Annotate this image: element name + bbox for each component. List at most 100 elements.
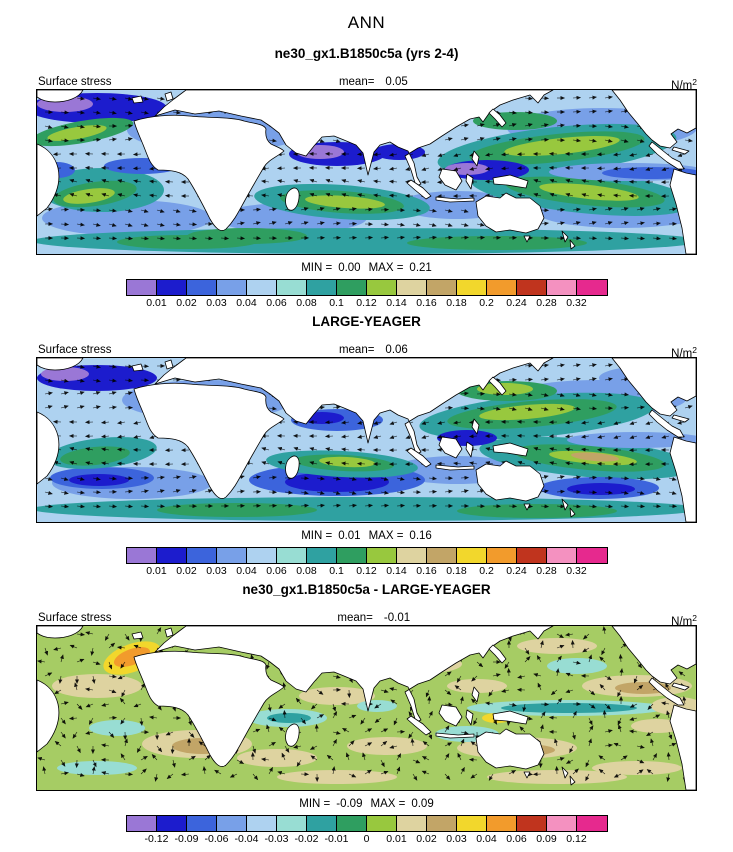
colorbar-tick-label: 0.12 bbox=[566, 833, 587, 845]
colorbar-segment bbox=[275, 816, 306, 831]
colorbar-tick-labels: 0.01 0.02 0.03 0.04 0.06 0.08 0.1 0.12 0.14 0.16 0… bbox=[126, 296, 608, 310]
mean-label: mean= bbox=[338, 76, 375, 88]
colorbar-segment bbox=[396, 280, 427, 295]
colorbar-segment bbox=[366, 548, 397, 563]
mean-value: -0.01 bbox=[383, 612, 411, 624]
colorbar-tick-label: -0.01 bbox=[324, 833, 349, 845]
colorbar-segment bbox=[305, 816, 336, 831]
min-value: 0.01 bbox=[338, 530, 361, 542]
colorbar-tick-label: -0.03 bbox=[264, 833, 289, 845]
colorbar-tick-label: 0.28 bbox=[536, 297, 557, 309]
field-label: Surface stress bbox=[38, 76, 112, 88]
map-surface-stress-model bbox=[36, 89, 697, 255]
mean-readout: mean= 0.05 bbox=[339, 75, 408, 89]
max-value: 0.21 bbox=[409, 262, 432, 274]
colorbar-segment bbox=[456, 816, 487, 831]
colorbar-tick-label: 0.03 bbox=[446, 833, 467, 845]
colorbar-tick-label: -0.12 bbox=[144, 833, 169, 845]
colorbar-segment bbox=[366, 280, 397, 295]
colorbar-segment bbox=[426, 548, 457, 563]
colorbar-segment bbox=[185, 280, 216, 295]
colorbar-tick-label: 0.16 bbox=[416, 297, 437, 309]
colorbar-segment bbox=[215, 280, 246, 295]
colorbar-segment bbox=[245, 816, 276, 831]
colorbar-tick-label: 0.01 bbox=[146, 565, 167, 577]
colorbar-segment bbox=[396, 816, 427, 831]
colorbar-segment bbox=[245, 280, 276, 295]
colorbar-tick-label: 0.02 bbox=[416, 833, 437, 845]
map-header: Surface stress mean= 0.06 N/m2 bbox=[36, 343, 697, 360]
colorbar-tick-label: 0.02 bbox=[176, 297, 197, 309]
minmax-readout: MIN = -0.09 MAX = 0.09 bbox=[0, 798, 733, 811]
colorbar-segment bbox=[576, 548, 607, 563]
colorbar-segment bbox=[245, 548, 276, 563]
colorbar-tick-label: 0.06 bbox=[266, 565, 287, 577]
colorbar-tick-label: 0.12 bbox=[356, 297, 377, 309]
field-label: Surface stress bbox=[38, 612, 112, 624]
colorbar-segment bbox=[155, 548, 186, 563]
colorbar-segment bbox=[516, 280, 547, 295]
colorbar-tick-label: 0.24 bbox=[506, 297, 527, 309]
colorbar-tick-label: 0.09 bbox=[536, 833, 557, 845]
colorbar-tick-label: 0.24 bbox=[506, 565, 527, 577]
colorbar-tick-label: 0.32 bbox=[566, 565, 587, 577]
colorbar-segment bbox=[126, 548, 156, 563]
panel-difference: ne30_gx1.B1850c5a - LARGE-YEAGER Surface… bbox=[0, 582, 733, 846]
max-label: MAX = bbox=[370, 798, 406, 810]
colorbar-tick-label: 0.2 bbox=[479, 565, 494, 577]
colorbar-tick-label: 0.04 bbox=[476, 833, 497, 845]
colorbar-tick-label: -0.02 bbox=[294, 833, 319, 845]
colorbar-tick-label: 0.03 bbox=[206, 297, 227, 309]
colorbar-segment bbox=[426, 280, 457, 295]
colorbar-segment bbox=[546, 280, 577, 295]
colorbar-segment bbox=[185, 816, 216, 831]
colorbar-segment bbox=[126, 280, 156, 295]
max-value: 0.09 bbox=[411, 798, 434, 810]
colorbar-tick-label: 0.08 bbox=[296, 297, 317, 309]
units-label: N/m2 bbox=[671, 75, 697, 93]
colorbar-tick-label: -0.04 bbox=[234, 833, 259, 845]
colorbar-boxes bbox=[125, 815, 608, 832]
units-base: N/m bbox=[671, 80, 693, 92]
units-exponent: 2 bbox=[692, 613, 697, 623]
max-label: MAX = bbox=[368, 262, 404, 274]
colorbar-segment bbox=[396, 548, 427, 563]
mean-readout: mean= 0.06 bbox=[339, 343, 408, 357]
colorbar-segment bbox=[185, 548, 216, 563]
max-value: 0.16 bbox=[409, 530, 432, 542]
colorbar-segment bbox=[576, 816, 607, 831]
colorbar-tick-label: 0.16 bbox=[416, 565, 437, 577]
min-label: MIN = bbox=[301, 530, 333, 542]
panel-observations: LARGE-YEAGER Surface stress mean= 0.06 N/… bbox=[0, 314, 733, 578]
panel-title: ne30_gx1.B1850c5a - LARGE-YEAGER bbox=[242, 582, 491, 597]
colorbar-tick-label: 0.14 bbox=[386, 297, 407, 309]
colorbar-tick-label: 0.18 bbox=[446, 297, 467, 309]
continents bbox=[37, 626, 696, 790]
map-surface-stress-difference bbox=[36, 625, 697, 791]
colorbar-segment bbox=[516, 548, 547, 563]
minmax-readout: MIN = 0.00 MAX = 0.21 bbox=[0, 262, 733, 275]
mean-label: mean= bbox=[338, 344, 375, 356]
units-exponent: 2 bbox=[692, 345, 697, 355]
colorbar-difference: -0.12 -0.09 -0.06 -0.04 -0.03 -0.02 -0.01 0 0.01… bbox=[125, 815, 608, 846]
colorbar-boxes bbox=[125, 279, 608, 296]
colorbar-segment bbox=[456, 280, 487, 295]
continents bbox=[37, 358, 696, 522]
colorbar-segment bbox=[546, 548, 577, 563]
units-base: N/m bbox=[671, 348, 693, 360]
colorbar-tick-label: 0.2 bbox=[479, 297, 494, 309]
colorbar-tick-label: 0.12 bbox=[356, 565, 377, 577]
colorbar-tick-label: 0.18 bbox=[446, 565, 467, 577]
colorbar-segment bbox=[516, 816, 547, 831]
colorbar-segment bbox=[335, 548, 366, 563]
units-label: N/m2 bbox=[671, 343, 697, 361]
colorbar-segment bbox=[275, 548, 306, 563]
colorbar-model: 0.01 0.02 0.03 0.04 0.06 0.08 0.1 0.12 0.14 0.16 0… bbox=[125, 279, 608, 310]
colorbar-segment bbox=[576, 280, 607, 295]
colorbar-tick-label: 0.1 bbox=[329, 565, 344, 577]
colorbar-segment bbox=[215, 548, 246, 563]
min-value: -0.09 bbox=[336, 798, 363, 810]
colorbar-tick-label: 0.32 bbox=[566, 297, 587, 309]
units-base: N/m bbox=[671, 616, 693, 628]
